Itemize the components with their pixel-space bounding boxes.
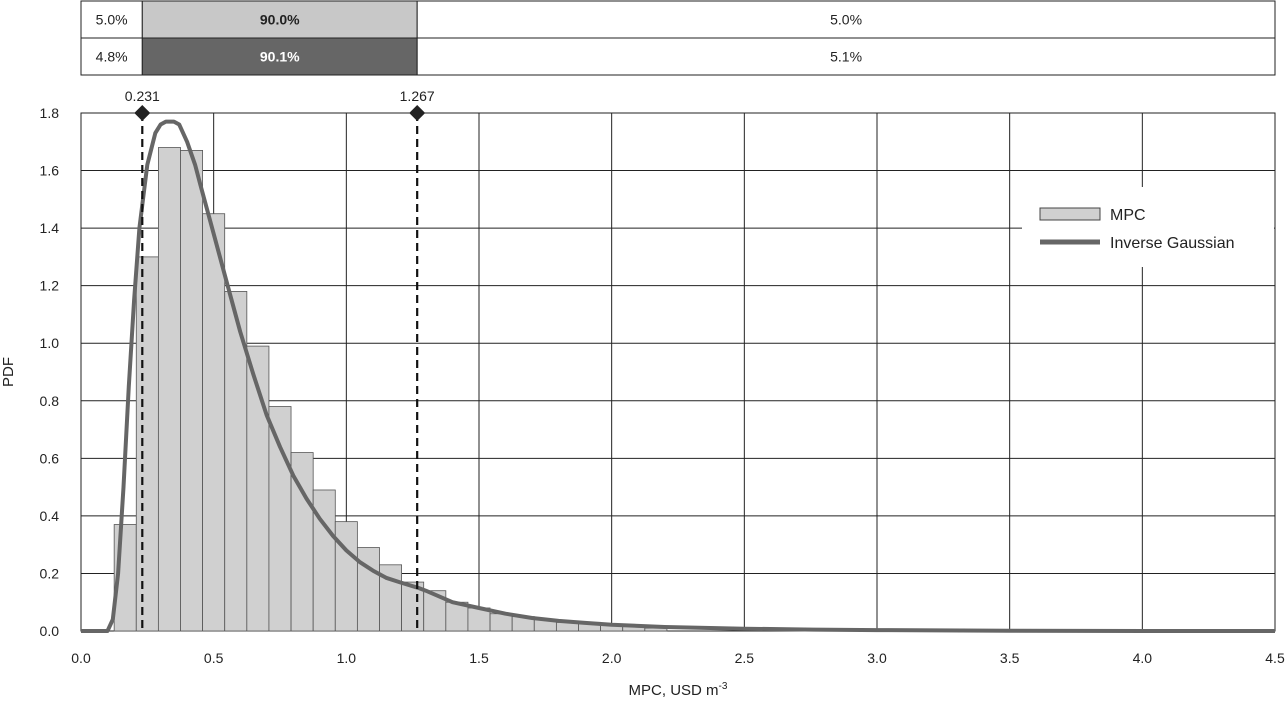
histogram-bars xyxy=(113,147,668,632)
y-tick-label: 0.6 xyxy=(40,450,60,466)
prob-cell-label: 4.8% xyxy=(96,49,128,65)
x-tick-label: 1.0 xyxy=(337,650,357,666)
bound-marker xyxy=(409,105,426,121)
y-tick-label: 1.2 xyxy=(40,278,60,294)
x-tick-label: 3.5 xyxy=(1000,650,1020,666)
histogram-bar xyxy=(356,547,380,632)
y-tick-label: 0.4 xyxy=(40,508,60,524)
y-tick-label: 0.8 xyxy=(40,393,60,409)
x-tick-label: 1.5 xyxy=(469,650,489,666)
histogram-bar xyxy=(334,521,358,632)
y-tick-label: 0.0 xyxy=(40,623,60,639)
x-tick-label: 2.5 xyxy=(735,650,755,666)
histogram-bar xyxy=(489,613,513,632)
legend-box xyxy=(1022,187,1274,267)
histogram-bar xyxy=(135,256,159,632)
prob-cell xyxy=(416,37,1276,76)
prob-cell-label: 90.1% xyxy=(260,49,300,65)
bound-lines: 0.231 1.267 xyxy=(125,88,435,631)
x-tick-labels: 0.0 0.5 1.0 1.5 2.0 2.5 3.0 3.5 4.0 4.5 xyxy=(71,650,1285,666)
y-tick-label: 0.2 xyxy=(40,565,60,581)
prob-cell xyxy=(416,0,1276,39)
x-axis-title: MPC, USD m-3 xyxy=(629,681,728,699)
y-tick-label: 1.4 xyxy=(40,220,60,236)
x-tick-label: 4.5 xyxy=(1265,650,1285,666)
y-tick-label: 1.6 xyxy=(40,163,60,179)
bound-marker xyxy=(134,105,151,121)
prob-cell xyxy=(80,0,143,39)
histogram-bar xyxy=(202,213,226,632)
y-tick-label: 1.8 xyxy=(40,105,60,121)
histogram-bar xyxy=(268,406,292,632)
prob-cell-label: 5.1% xyxy=(830,49,862,65)
legend: MPC Inverse Gaussian xyxy=(1022,187,1274,267)
inverse-gaussian-curve xyxy=(81,119,1275,633)
x-tick-label: 4.0 xyxy=(1133,650,1153,666)
x-tick-label: 2.0 xyxy=(602,650,622,666)
bound-label: 0.231 xyxy=(125,88,160,104)
histogram-bar xyxy=(157,147,181,632)
prob-cell-label: 5.0% xyxy=(830,12,862,28)
prob-cell xyxy=(141,0,418,39)
histogram-bar xyxy=(180,150,204,632)
legend-label-inverse-gaussian: Inverse Gaussian xyxy=(1110,235,1235,252)
y-tick-labels: 0.0 0.2 0.4 0.6 0.8 1.0 1.2 1.4 1.6 1.8 xyxy=(40,105,60,639)
prob-cell-label: 90.0% xyxy=(260,12,300,28)
legend-label-mpc: MPC xyxy=(1110,207,1146,224)
prob-cell xyxy=(141,37,418,76)
legend-swatch-mpc xyxy=(1039,207,1101,221)
y-tick-label: 1.0 xyxy=(40,335,60,351)
x-tick-label: 0.0 xyxy=(71,650,91,666)
x-tick-label: 0.5 xyxy=(204,650,224,666)
y-axis-title: PDF xyxy=(0,357,17,387)
bound-label: 1.267 xyxy=(400,88,435,104)
x-tick-label: 3.0 xyxy=(867,650,887,666)
prob-cell-label: 5.0% xyxy=(96,12,128,28)
probability-bar: 5.0% 90.0% 5.0% 4.8% 90.1% 5.1% xyxy=(80,0,1276,76)
